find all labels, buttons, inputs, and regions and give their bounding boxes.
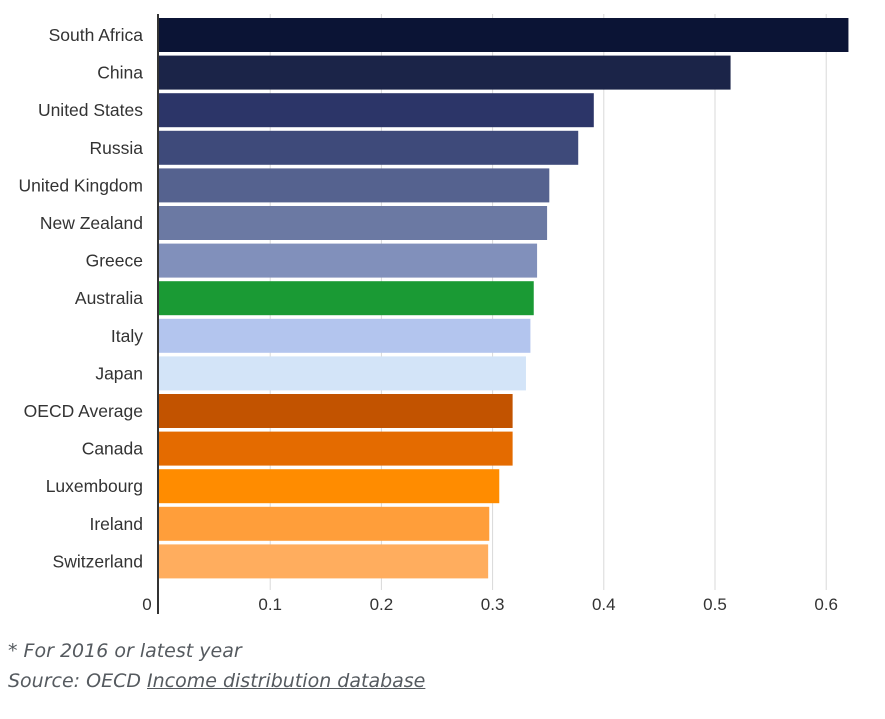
category-label-china: China [97,63,143,83]
x-tick-label-0-6: 0.6 [814,595,838,614]
bar-united-kingdom [159,168,550,203]
bar-chart: South Africa China United States Russia Unit… [18,14,849,614]
category-label-japan: Japan [95,363,143,383]
bar-ireland [159,506,490,541]
category-label-canada: Canada [82,439,144,459]
x-tick-label-0-2: 0.2 [370,595,394,614]
category-label-oecd-average: OECD Average [24,401,143,421]
bar-new-zealand [159,206,548,240]
bar-china [159,55,731,90]
category-label-south-africa: South Africa [49,25,144,45]
bar-united-states [159,93,594,128]
bar-japan [159,356,526,391]
bar-russia [159,130,579,165]
category-label-switzerland: Switzerland [53,551,143,571]
x-tick-label-0-1: 0.1 [258,595,282,614]
bar-oecd-average [159,394,513,428]
bar-south-africa [159,18,849,52]
x-tick-label-0-3: 0.3 [481,595,505,614]
source-prefix: Source: OECD [8,670,148,692]
x-tick-label-0: 0 [142,595,151,614]
x-tick-label-0-4: 0.4 [592,595,616,614]
bar-greece [159,243,538,278]
bar-switzerland [159,544,489,579]
category-labels: South Africa China United States Russia Unit… [18,25,143,571]
bar-canada [159,431,513,466]
bar-luxembourg [159,469,500,504]
income-distribution-database-link[interactable]: Income distribution database [147,670,426,692]
category-label-greece: Greece [86,251,143,271]
bar-italy [159,318,531,353]
category-label-russia: Russia [90,138,144,158]
source-line: Source: OECD Income distribution databas… [8,670,425,692]
category-label-new-zealand: New Zealand [40,213,143,233]
x-axis-tick-labels: 0 0.1 0.2 0.3 0.4 0.5 0.6 [142,595,838,614]
category-label-united-states: United States [38,100,143,120]
category-label-italy: Italy [111,326,143,346]
bars [159,18,849,579]
footnote: * For 2016 or latest year [8,640,242,662]
x-tick-label-0-5: 0.5 [703,595,727,614]
category-label-luxembourg: Luxembourg [46,476,143,496]
category-label-ireland: Ireland [89,514,143,534]
category-label-united-kingdom: United Kingdom [18,175,143,195]
bar-australia [159,281,534,316]
category-label-australia: Australia [75,288,143,308]
